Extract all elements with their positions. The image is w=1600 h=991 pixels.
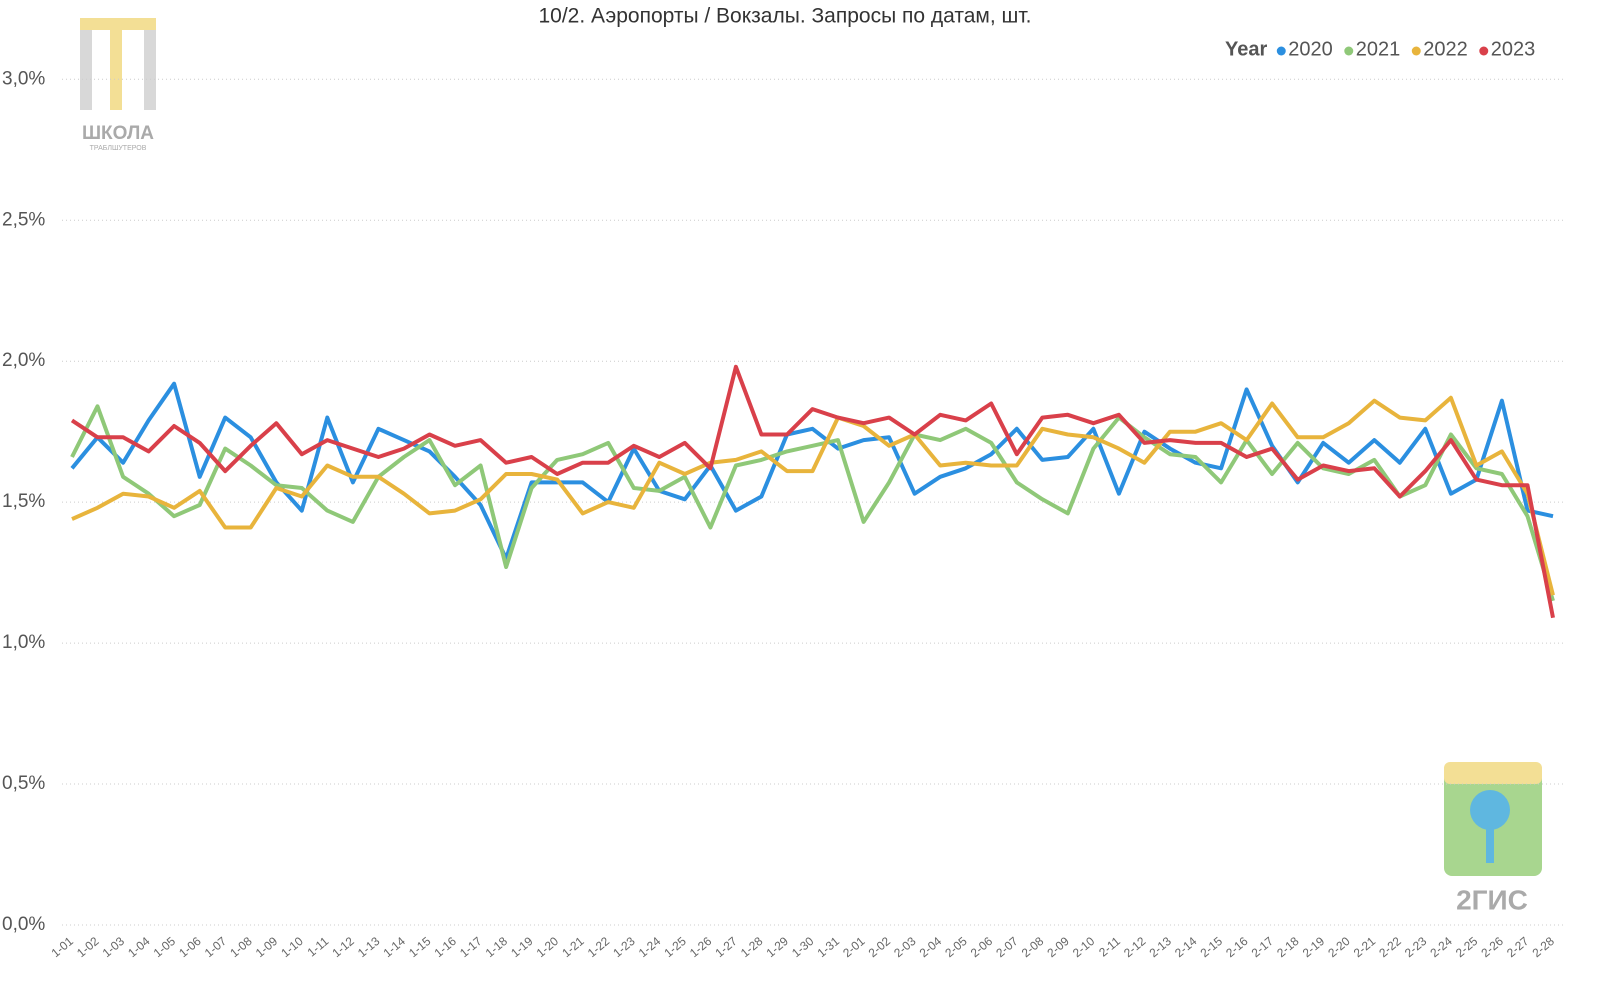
- x-tick-label: 1-15: [406, 934, 434, 960]
- x-tick-label: 2-28: [1530, 934, 1558, 960]
- x-tick-label: 1-28: [738, 934, 766, 960]
- x-tick-label: 1-26: [687, 934, 715, 960]
- x-tick-label: 1-14: [381, 934, 409, 960]
- legend-label: 2022: [1423, 38, 1468, 60]
- x-tick-label: 1-07: [202, 934, 230, 960]
- x-tick-label: 1-13: [355, 934, 383, 960]
- logo-shape: [1444, 762, 1542, 784]
- legend-label: 2020: [1288, 38, 1333, 60]
- x-tick-label: 2-21: [1351, 934, 1379, 960]
- x-tick-label: 1-10: [278, 934, 306, 960]
- x-tick-label: 1-20: [534, 934, 562, 960]
- legend-marker: [1479, 46, 1489, 56]
- x-tick-label: 1-21: [559, 934, 587, 960]
- logo-shape: [1486, 825, 1494, 863]
- x-tick-label: 1-27: [712, 934, 740, 960]
- x-tick-label: 2-01: [840, 934, 868, 960]
- x-tick-label: 2-25: [1453, 934, 1481, 960]
- legend-marker: [1411, 46, 1421, 56]
- series-line: [71, 395, 1555, 596]
- legend: Year 2020 2021 2022 2023: [1225, 38, 1535, 60]
- logo-shape: [144, 30, 156, 110]
- x-tick-label: 1-02: [74, 934, 102, 960]
- logo-shape: [80, 18, 156, 30]
- x-tick-label: 1-05: [151, 934, 179, 960]
- x-tick-label: 1-09: [253, 934, 281, 960]
- x-tick-label: 1-23: [610, 934, 638, 960]
- logo-subtext: ТРАБЛШУТЕРОВ: [90, 145, 147, 152]
- x-tick-label: 2-16: [1223, 934, 1251, 960]
- logo-text: 2ГИС: [1456, 884, 1528, 915]
- x-tick-label: 1-04: [125, 934, 153, 960]
- x-tick-label: 2-26: [1478, 934, 1506, 960]
- x-tick-label: 2-12: [1121, 934, 1149, 960]
- series-line: [70, 404, 1555, 602]
- x-tick-label: 2-10: [1070, 934, 1098, 960]
- x-tick-label: 1-17: [457, 934, 485, 960]
- series-line: [70, 364, 1555, 619]
- y-tick-label: 1,5%: [2, 491, 45, 512]
- x-tick-label: 2-23: [1402, 934, 1430, 960]
- legend-label: 2023: [1491, 38, 1536, 60]
- x-tick-label: 1-24: [636, 934, 664, 960]
- x-tick-label: 1-19: [508, 934, 536, 960]
- x-tick-label: 1-31: [815, 934, 843, 960]
- x-tick-label: 2-07: [993, 934, 1021, 960]
- x-tick-label: 2-06: [968, 934, 996, 960]
- x-tick-label: 1-08: [227, 934, 255, 960]
- x-tick-label: 1-18: [483, 934, 511, 960]
- x-tick-label: 2-22: [1376, 934, 1404, 960]
- x-tick-label: 1-25: [661, 934, 689, 960]
- x-tick-label: 1-16: [432, 934, 460, 960]
- x-tick-label: 2-05: [942, 934, 970, 960]
- x-tick-label: 2-19: [1300, 934, 1328, 960]
- x-tick-label: 1-30: [789, 934, 817, 960]
- logo-text: ШКОЛА: [82, 123, 154, 144]
- y-tick-label: 1,0%: [2, 632, 45, 653]
- school-logo: ШКОЛА ТРАБЛШУТЕРОВ: [80, 18, 156, 152]
- x-tick-label: 2-24: [1427, 934, 1455, 960]
- logo-shape: [110, 30, 122, 110]
- y-tick-label: 0,5%: [2, 773, 45, 794]
- x-tick-label: 1-06: [176, 934, 204, 960]
- y-tick-label: 0,0%: [2, 914, 45, 935]
- x-tick-label: 2-02: [866, 934, 894, 960]
- x-tick-label: 2-20: [1325, 934, 1353, 960]
- x-tick-label: 2-18: [1274, 934, 1302, 960]
- chart-title: 10/2. Аэропорты / Вокзалы. Запросы по да…: [538, 5, 1031, 28]
- x-tick-label: 2-11: [1096, 934, 1123, 960]
- x-tick-label: 2-17: [1249, 934, 1277, 960]
- x-tick-label: 2-14: [1172, 934, 1200, 960]
- x-tick-label: 1-03: [100, 934, 128, 960]
- brand-logo: 2ГИС: [1444, 762, 1542, 915]
- x-tick-label: 1-11: [305, 934, 332, 960]
- y-tick-label: 2,0%: [2, 350, 45, 371]
- x-tick-label: 1-22: [585, 934, 613, 960]
- logo-shape: [80, 30, 92, 110]
- x-tick-label: 1-29: [764, 934, 792, 960]
- legend-marker: [1344, 46, 1354, 56]
- x-tick-label: 1-01: [49, 934, 77, 960]
- y-tick-label: 2,5%: [2, 209, 45, 230]
- x-tick-label: 2-15: [1198, 934, 1226, 960]
- x-tick-label: 1-12: [329, 934, 357, 960]
- x-tick-label: 2-03: [891, 934, 919, 960]
- y-tick-label: 3,0%: [2, 68, 45, 89]
- x-tick-label: 2-13: [1147, 934, 1175, 960]
- x-tick-label: 2-04: [917, 934, 945, 960]
- legend-label: 2021: [1356, 38, 1401, 60]
- legend-marker: [1276, 46, 1286, 56]
- x-tick-label: 2-27: [1504, 934, 1532, 960]
- x-tick-label: 2-08: [1019, 934, 1047, 960]
- logo-shape: [1470, 790, 1510, 830]
- x-tick-label: 2-09: [1044, 934, 1072, 960]
- series-line: [70, 381, 1554, 561]
- legend-title: Year: [1225, 38, 1267, 60]
